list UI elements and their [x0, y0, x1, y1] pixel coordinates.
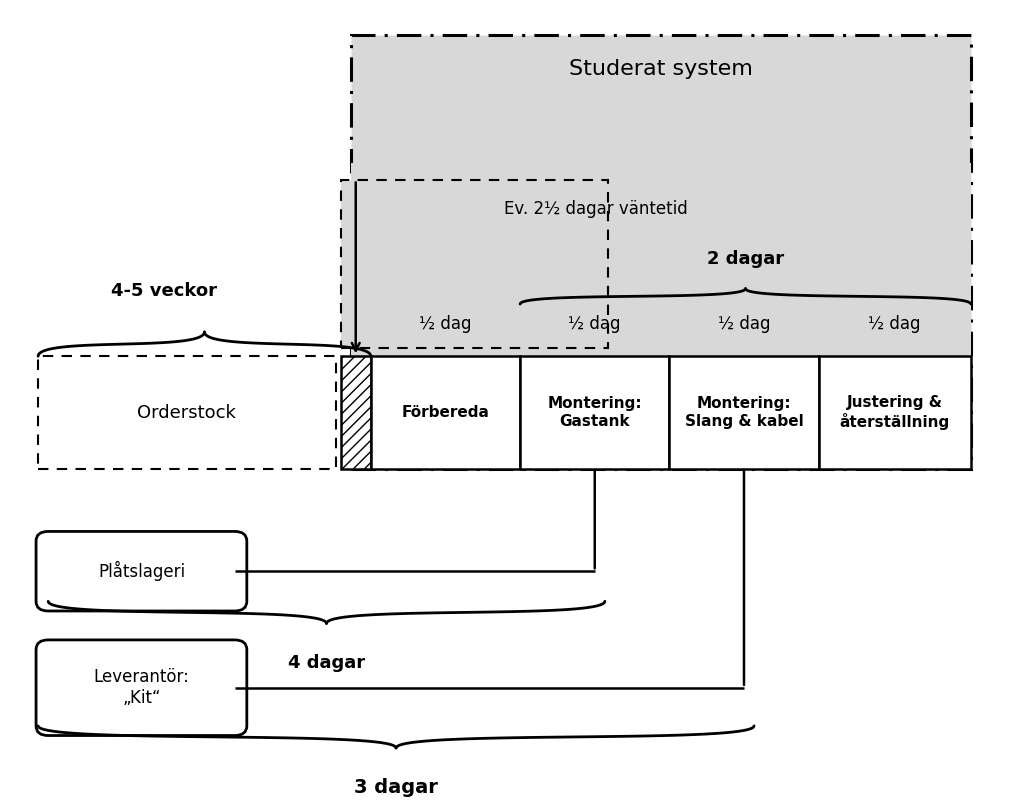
Text: 3 dagar: 3 dagar [354, 778, 438, 797]
Text: Montering:
Slang & kabel: Montering: Slang & kabel [684, 396, 803, 429]
Bar [371, 356, 520, 468]
Text: ½ dag: ½ dag [569, 316, 621, 333]
FancyBboxPatch shape [37, 532, 246, 611]
Text: Ev. 2½ dagar väntetid: Ev. 2½ dagar väntetid [505, 200, 689, 218]
Bar [341, 180, 607, 348]
Text: Studerat system: Studerat system [569, 59, 752, 79]
Text: Orderstock: Orderstock [137, 404, 236, 421]
Bar [818, 356, 970, 468]
Text: ½ dag: ½ dag [868, 316, 921, 333]
Text: Leverantör:
„Kit“: Leverantör: „Kit“ [93, 668, 190, 707]
Bar [669, 356, 818, 468]
Text: ½ dag: ½ dag [419, 316, 472, 333]
Bar [351, 163, 970, 468]
Bar [341, 356, 371, 468]
Text: Förbereda: Förbereda [402, 405, 490, 420]
Bar [520, 356, 669, 468]
Text: ½ dag: ½ dag [718, 316, 771, 333]
Bar [39, 356, 336, 468]
Text: 2 dagar: 2 dagar [707, 250, 784, 268]
Bar [351, 35, 970, 468]
Text: 4 dagar: 4 dagar [288, 654, 365, 671]
FancyBboxPatch shape [37, 640, 246, 735]
Text: Justering &
återställning: Justering & återställning [840, 395, 950, 430]
Text: 4-5 veckor: 4-5 veckor [112, 282, 217, 300]
Text: Plåtslageri: Plåtslageri [98, 561, 185, 581]
Text: Montering:
Gastank: Montering: Gastank [548, 396, 642, 429]
